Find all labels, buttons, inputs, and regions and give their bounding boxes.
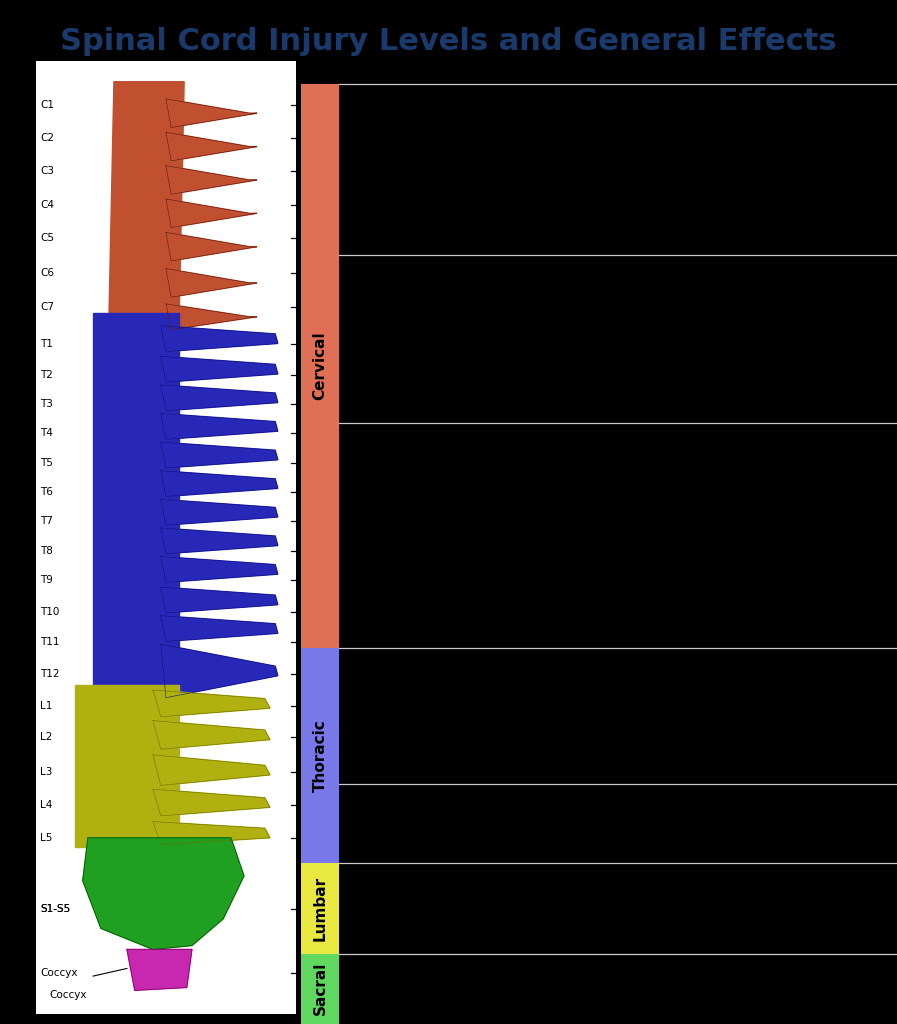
Polygon shape bbox=[166, 166, 257, 195]
Text: C6: C6 bbox=[40, 268, 55, 278]
Polygon shape bbox=[161, 557, 278, 583]
Text: C5: C5 bbox=[40, 232, 55, 243]
Polygon shape bbox=[161, 326, 278, 351]
Polygon shape bbox=[93, 313, 179, 699]
Polygon shape bbox=[152, 755, 270, 785]
Text: T6: T6 bbox=[40, 487, 53, 497]
Polygon shape bbox=[161, 528, 278, 554]
Polygon shape bbox=[152, 690, 270, 717]
Text: Cervical: Cervical bbox=[313, 332, 327, 400]
Text: C1: C1 bbox=[40, 99, 55, 110]
Text: Sacral: Sacral bbox=[313, 963, 327, 1016]
Polygon shape bbox=[74, 685, 179, 848]
Polygon shape bbox=[83, 838, 244, 949]
Polygon shape bbox=[161, 442, 278, 468]
Text: L1: L1 bbox=[40, 701, 53, 712]
Text: S1-S5: S1-S5 bbox=[40, 903, 71, 913]
Polygon shape bbox=[161, 356, 278, 382]
Text: Coccyx: Coccyx bbox=[40, 968, 78, 978]
Text: Lumbar: Lumbar bbox=[313, 876, 327, 941]
Polygon shape bbox=[166, 99, 257, 128]
Text: C3: C3 bbox=[40, 166, 55, 176]
Polygon shape bbox=[161, 644, 278, 697]
Polygon shape bbox=[161, 587, 278, 612]
Bar bbox=[301, 84, 339, 648]
Text: C7: C7 bbox=[40, 302, 55, 312]
Text: C4: C4 bbox=[40, 200, 55, 210]
Text: S1-S5: S1-S5 bbox=[40, 903, 71, 913]
Bar bbox=[301, 862, 339, 953]
Bar bbox=[339, 46, 897, 1024]
Polygon shape bbox=[161, 414, 278, 439]
Text: L3: L3 bbox=[40, 767, 53, 776]
Text: T4: T4 bbox=[40, 428, 53, 438]
Text: T11: T11 bbox=[40, 637, 60, 646]
Text: T3: T3 bbox=[40, 399, 53, 409]
Text: T12: T12 bbox=[40, 669, 60, 679]
Text: L2: L2 bbox=[40, 732, 53, 742]
Text: T9: T9 bbox=[40, 575, 53, 585]
Bar bbox=[301, 953, 339, 1024]
Text: Spinal Cord Injury Levels and General Effects: Spinal Cord Injury Levels and General Ef… bbox=[60, 27, 837, 55]
Polygon shape bbox=[161, 500, 278, 525]
Polygon shape bbox=[166, 199, 257, 227]
Polygon shape bbox=[109, 82, 184, 328]
Polygon shape bbox=[152, 721, 270, 750]
Text: T1: T1 bbox=[40, 339, 53, 349]
Polygon shape bbox=[166, 268, 257, 297]
Polygon shape bbox=[166, 304, 257, 330]
Polygon shape bbox=[161, 385, 278, 411]
Polygon shape bbox=[126, 949, 192, 990]
Text: Coccyx: Coccyx bbox=[48, 990, 86, 1000]
Text: L5: L5 bbox=[40, 834, 53, 843]
Text: T2: T2 bbox=[40, 370, 53, 380]
Polygon shape bbox=[152, 790, 270, 816]
Text: Thoracic: Thoracic bbox=[313, 719, 327, 792]
Text: L4: L4 bbox=[40, 800, 53, 810]
Text: C2: C2 bbox=[40, 133, 55, 143]
Polygon shape bbox=[166, 132, 257, 161]
Text: T8: T8 bbox=[40, 546, 53, 556]
Polygon shape bbox=[166, 232, 257, 261]
Text: T7: T7 bbox=[40, 516, 53, 526]
Text: T10: T10 bbox=[40, 607, 60, 617]
Text: T5: T5 bbox=[40, 458, 53, 468]
Bar bbox=[36, 60, 296, 1014]
Polygon shape bbox=[152, 821, 270, 845]
Polygon shape bbox=[161, 471, 278, 497]
Polygon shape bbox=[161, 615, 278, 641]
Bar bbox=[301, 648, 339, 862]
